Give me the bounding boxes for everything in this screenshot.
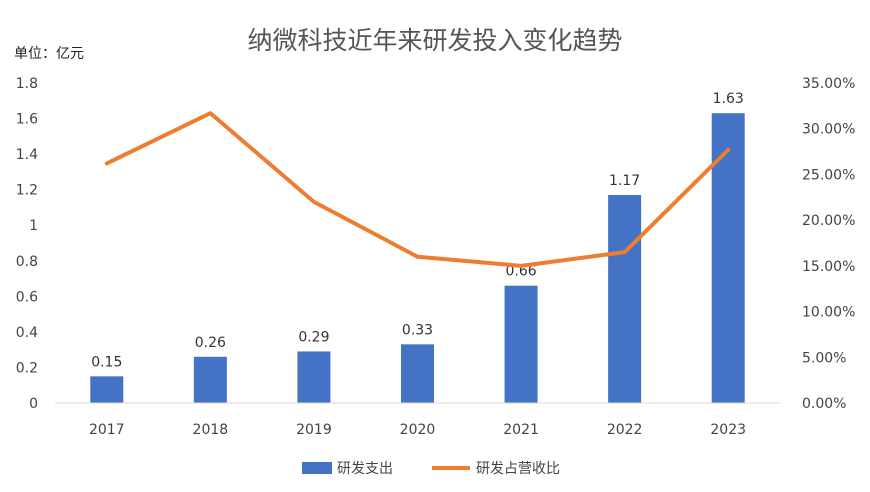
- bar: [711, 113, 745, 403]
- bar: [90, 376, 124, 403]
- bar: [193, 356, 227, 403]
- x-tick-label: 2021: [503, 422, 539, 438]
- bar-data-label: 1.63: [713, 91, 744, 107]
- line-series: [104, 111, 731, 268]
- y-left-tick-label: 1.2: [16, 183, 38, 199]
- y-right-tick-label: 0.00%: [802, 396, 846, 412]
- bar-data-labels: 0.15 0.26 0.29 0.33 0.66 1.17 1.63: [91, 91, 744, 370]
- y-left-tick-label: 1.8: [16, 76, 38, 92]
- series-line-rd-ratio: [104, 111, 731, 268]
- bar-data-label: 0.29: [298, 329, 329, 345]
- x-tick-label: 2018: [193, 422, 229, 438]
- bar-data-label: 0.15: [91, 354, 122, 370]
- x-tick-label: 2017: [89, 422, 125, 438]
- y-right-tick-label: 25.00%: [802, 167, 855, 183]
- bar-data-label: 0.33: [402, 322, 433, 338]
- y-right-tick-label: 30.00%: [802, 122, 855, 138]
- chart-title: 纳微科技近年来研发投入变化趋势: [247, 26, 622, 55]
- bar: [504, 285, 538, 403]
- y-right-tick-label: 10.00%: [802, 305, 855, 321]
- y-left-tick-label: 0: [29, 396, 38, 412]
- y-left-tick-label: 1: [29, 218, 38, 234]
- x-axis-ticks: 2017 2018 2019 2020 2021 2022 2023: [89, 422, 746, 438]
- y-left-tick-label: 0.8: [16, 254, 38, 270]
- unit-label: 单位：亿元: [14, 46, 84, 62]
- bar-data-label: 1.17: [609, 173, 640, 189]
- y-left-tick-label: 0.2: [16, 360, 38, 376]
- right-axis-ticks: 0.00% 5.00% 10.00% 15.00% 20.00% 25.00% 30.00%…: [802, 76, 855, 412]
- y-right-tick-label: 15.00%: [802, 259, 855, 275]
- x-tick-label: 2019: [296, 422, 332, 438]
- x-tick-label: 2020: [400, 422, 436, 438]
- y-right-tick-label: 35.00%: [802, 76, 855, 92]
- y-right-tick-label: 5.00%: [802, 350, 846, 366]
- y-right-tick-label: 20.00%: [802, 213, 855, 229]
- legend-label-bar: 研发支出: [337, 461, 393, 477]
- x-tick-label: 2022: [607, 422, 643, 438]
- bar: [608, 195, 642, 403]
- bar-data-label: 0.26: [195, 335, 226, 351]
- y-left-tick-label: 1.6: [16, 112, 38, 128]
- left-axis-ticks: 0 0.2 0.4 0.6 0.8 1 1.2 1.4 1.6 1.8: [16, 76, 38, 412]
- y-left-tick-label: 0.6: [16, 289, 38, 305]
- bar-data-label: 0.66: [505, 264, 536, 280]
- y-left-tick-label: 0.4: [16, 325, 38, 341]
- x-tick-label: 2023: [710, 422, 746, 438]
- legend: 研发支出 研发占营收比: [302, 461, 560, 477]
- bar: [297, 351, 331, 403]
- legend-label-line: 研发占营收比: [476, 461, 560, 477]
- bar: [401, 344, 434, 403]
- legend-swatch-bar: [302, 462, 332, 474]
- y-left-tick-label: 1.4: [16, 147, 38, 163]
